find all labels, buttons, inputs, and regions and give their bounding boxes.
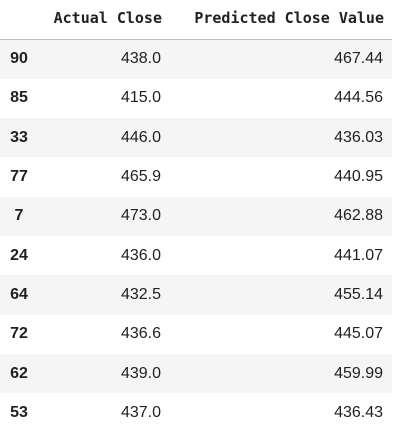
column-header-predicted-close-value: Predicted Close Value [170,0,392,40]
row-index: 24 [0,236,38,275]
header-row: Actual Close Predicted Close Value [0,0,392,40]
row-index: 90 [0,40,38,79]
predicted-close-cell: 436.03 [170,118,392,157]
row-index: 62 [0,354,38,393]
predicted-close-cell: 462.88 [170,197,392,236]
predicted-close-cell: 440.95 [170,157,392,196]
predicted-close-cell: 444.56 [170,79,392,118]
predicted-close-cell: 467.44 [170,40,392,79]
row-index: 33 [0,118,38,157]
actual-close-cell: 446.0 [38,118,170,157]
row-index: 53 [0,393,38,432]
predicted-close-cell: 459.99 [170,354,392,393]
actual-close-cell: 436.0 [38,236,170,275]
predicted-close-cell: 441.07 [170,236,392,275]
row-index: 85 [0,79,38,118]
row-index: 64 [0,275,38,314]
actual-close-cell: 473.0 [38,197,170,236]
predicted-close-cell: 445.07 [170,315,392,354]
predicted-close-cell: 436.43 [170,393,392,432]
column-header-actual-close: Actual Close [38,0,170,40]
actual-close-cell: 432.5 [38,275,170,314]
actual-close-cell: 436.6 [38,315,170,354]
index-header [0,0,38,40]
actual-close-cell: 415.0 [38,79,170,118]
actual-close-cell: 437.0 [38,393,170,432]
actual-close-cell: 438.0 [38,40,170,79]
row-index: 77 [0,157,38,196]
row-index: 72 [0,315,38,354]
row-index: 7 [0,197,38,236]
actual-close-cell: 465.9 [38,157,170,196]
actual-close-cell: 439.0 [38,354,170,393]
predicted-close-cell: 455.14 [170,275,392,314]
